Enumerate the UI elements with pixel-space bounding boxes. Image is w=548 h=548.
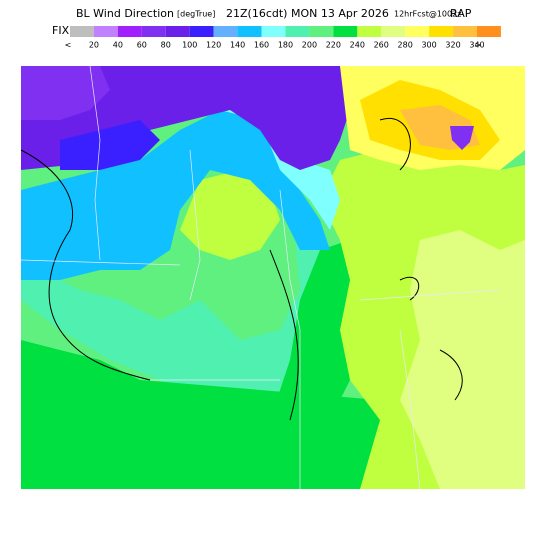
color-swatch: [429, 26, 454, 37]
color-swatch: [213, 26, 238, 37]
region: [60, 120, 160, 170]
colorbar-label: 300: [421, 41, 436, 50]
colorbar-label: 120: [206, 41, 221, 50]
color-swatch: [477, 26, 501, 37]
color-swatch: [285, 26, 310, 37]
region: [21, 66, 110, 120]
color-swatch: [93, 26, 118, 37]
region: [21, 190, 360, 430]
map: [20, 65, 525, 490]
colorbar: FIX FIX <2040608010012014016018020022024…: [52, 24, 501, 50]
color-swatch: [453, 26, 477, 37]
colorbar-label: 180: [278, 41, 293, 50]
colorbar-label: 340: [469, 41, 484, 50]
colorbar-label: 320: [445, 41, 460, 50]
color-swatch: [189, 26, 214, 37]
region: [180, 170, 280, 260]
region: [220, 110, 340, 230]
colorbar-label: <: [65, 41, 72, 50]
fix-left: FIX: [52, 24, 70, 37]
color-swatch: [117, 26, 142, 37]
colorbar-label: 80: [161, 41, 171, 50]
colorbar-label: 60: [137, 41, 147, 50]
color-swatch: [261, 26, 286, 37]
colorbar-label: 40: [113, 41, 123, 50]
color-swatch: [333, 26, 358, 37]
time: 21Z(16cdt) MON 13 Apr 2026: [226, 7, 389, 20]
color-swatch: [309, 26, 334, 37]
color-swatch: [237, 26, 262, 37]
borders: [20, 65, 501, 490]
region: [21, 240, 400, 489]
colorbar-label: >: [475, 41, 482, 50]
color-swatch: [357, 26, 382, 37]
colorbar-label: 240: [350, 41, 365, 50]
colorbar-label: 260: [374, 41, 389, 50]
colorbar-label: 160: [254, 41, 269, 50]
colorbar-label: 220: [326, 41, 341, 50]
color-swatch: [405, 26, 430, 37]
colorbar-label: 140: [230, 41, 245, 50]
colorbar-label: 20: [89, 41, 99, 50]
region: [21, 420, 200, 489]
title: BL Wind Direction [degTrue] 21Z(16cdt) M…: [76, 7, 472, 20]
contour: [20, 117, 463, 421]
model: RAP: [450, 7, 472, 20]
title-text: BL Wind Direction: [76, 7, 174, 20]
units: [degTrue]: [177, 10, 215, 19]
forecast: 12hrFcst@1002z: [394, 10, 461, 19]
colorbar-label: 200: [302, 41, 317, 50]
color-swatch: [381, 26, 406, 37]
colorbar-label: 100: [182, 41, 197, 50]
region: [450, 126, 474, 150]
colorbar-label: 280: [398, 41, 413, 50]
color-swatch: [165, 26, 190, 37]
color-swatch: [141, 26, 166, 37]
color-swatch: [70, 26, 94, 37]
